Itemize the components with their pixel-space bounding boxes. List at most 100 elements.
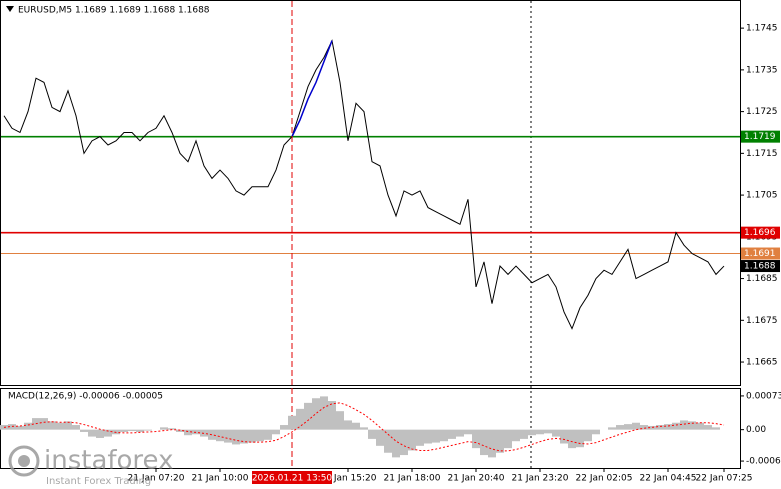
x-tick-label: 22 Jan 04:45 bbox=[640, 474, 697, 484]
macd-bar bbox=[344, 420, 352, 430]
macd-bar bbox=[544, 429, 552, 434]
macd-bar bbox=[472, 429, 480, 449]
y-tick-label: 1.1685 bbox=[746, 274, 778, 284]
macd-bar bbox=[256, 429, 264, 442]
macd-bar bbox=[128, 429, 136, 432]
macd-bar bbox=[448, 429, 456, 439]
macd-bar bbox=[136, 429, 144, 432]
watermark: instaforex Instant Forex Trading bbox=[8, 445, 173, 487]
macd-bar bbox=[576, 429, 584, 448]
macd-bar bbox=[608, 427, 616, 430]
logo-ring bbox=[8, 445, 40, 477]
y-tick-label: 1.1745 bbox=[746, 24, 778, 34]
macd-bar bbox=[616, 425, 624, 430]
y-tick-label: 1.1675 bbox=[746, 316, 778, 326]
macd-bar bbox=[216, 429, 224, 442]
last-price-bg bbox=[741, 260, 780, 273]
macd-bar bbox=[536, 429, 544, 435]
macd-bar bbox=[512, 429, 520, 442]
macd-bar bbox=[552, 429, 560, 437]
y-tick-label: -0.00068 bbox=[746, 457, 781, 467]
macd-bar bbox=[480, 429, 488, 456]
macd-bar bbox=[96, 429, 104, 438]
macd-bar bbox=[712, 427, 720, 430]
macd-bar bbox=[80, 429, 88, 432]
macd-bar bbox=[656, 425, 664, 430]
macd-bar bbox=[56, 422, 64, 430]
macd-bar bbox=[208, 429, 216, 440]
macd-bar bbox=[224, 429, 232, 443]
macd-bar bbox=[408, 429, 416, 451]
title-arrow bbox=[6, 6, 14, 12]
x-tick-label: 21 Jan 15:20 bbox=[320, 474, 377, 484]
x-tick-label: 22 Jan 02:05 bbox=[576, 474, 633, 484]
x-tick-label: 22 Jan 07:25 bbox=[696, 474, 753, 484]
signal-line bbox=[3, 402, 725, 452]
macd-bar bbox=[232, 429, 240, 445]
macd-bar bbox=[504, 429, 512, 449]
y-tick-label: 0.00073 bbox=[746, 391, 781, 401]
macd-bar bbox=[392, 429, 400, 458]
x-tick-label: 21 Jan 07:20 bbox=[128, 474, 185, 484]
macd-bar bbox=[704, 425, 712, 430]
x-tick-label: 21 Jan 20:40 bbox=[448, 474, 505, 484]
macd-bar bbox=[240, 429, 248, 444]
macd-bar bbox=[288, 415, 296, 430]
macd-bar bbox=[640, 425, 648, 430]
macd-title: MACD(12,26,9) -0.00006 -0.00005 bbox=[8, 392, 163, 402]
trend-line bbox=[291, 40, 333, 137]
chart-title: EURUSD,M5 1.1689 1.1689 1.1688 1.1688 bbox=[18, 6, 210, 16]
macd-bar bbox=[248, 429, 256, 443]
macd-bar bbox=[48, 421, 56, 430]
macd-bar bbox=[520, 429, 528, 439]
price-line bbox=[3, 39, 725, 330]
macd-bar bbox=[376, 429, 384, 446]
macd-bar bbox=[696, 422, 704, 430]
macd-bar bbox=[384, 429, 392, 453]
macd-bar bbox=[104, 429, 112, 437]
macd-bar bbox=[672, 422, 680, 430]
macd-bar bbox=[16, 425, 24, 430]
tagline: Instant Forex Trading bbox=[46, 476, 151, 487]
macd-bar bbox=[336, 411, 344, 430]
cursor-label: 2026.01.21 13:50 bbox=[252, 474, 333, 484]
macd-bar bbox=[120, 429, 128, 432]
macd-bar bbox=[360, 427, 368, 430]
macd-bar bbox=[560, 429, 568, 444]
macd-bar bbox=[488, 429, 496, 458]
macd-bar bbox=[352, 422, 360, 430]
brand: instaforex bbox=[44, 446, 173, 476]
macd-bar bbox=[528, 429, 536, 436]
macd-bar bbox=[328, 401, 336, 430]
macd-bar bbox=[664, 424, 672, 430]
cursor-label-bg bbox=[252, 471, 332, 484]
level-label: 1.1719 bbox=[744, 132, 776, 142]
y-tick-label: 1.1715 bbox=[746, 149, 778, 159]
level-label-bg bbox=[741, 226, 780, 239]
macd-bar bbox=[368, 429, 376, 439]
macd-bar bbox=[88, 429, 96, 437]
macd-bar bbox=[568, 429, 576, 449]
macd-bar bbox=[264, 429, 272, 440]
macd-bar bbox=[400, 429, 408, 456]
x-tick-label: 21 Jan 10:00 bbox=[192, 474, 249, 484]
macd-bar bbox=[144, 429, 152, 431]
macd-bar bbox=[592, 429, 600, 435]
y-tick-label: 1.1725 bbox=[746, 107, 778, 117]
macd-bar bbox=[24, 422, 32, 430]
macd-bar bbox=[160, 427, 168, 430]
level-label-bg bbox=[741, 247, 780, 260]
macd-bar bbox=[632, 422, 640, 430]
macd-bar bbox=[184, 429, 192, 436]
macd-bar bbox=[440, 429, 448, 442]
macd-bar bbox=[456, 429, 464, 437]
y-tick-label: 1.1665 bbox=[746, 358, 778, 368]
macd-bar bbox=[296, 408, 304, 430]
macd-bar bbox=[464, 429, 472, 435]
macd-bar bbox=[72, 425, 80, 430]
main-frame bbox=[0, 0, 741, 386]
level-label: 1.1696 bbox=[744, 228, 776, 238]
